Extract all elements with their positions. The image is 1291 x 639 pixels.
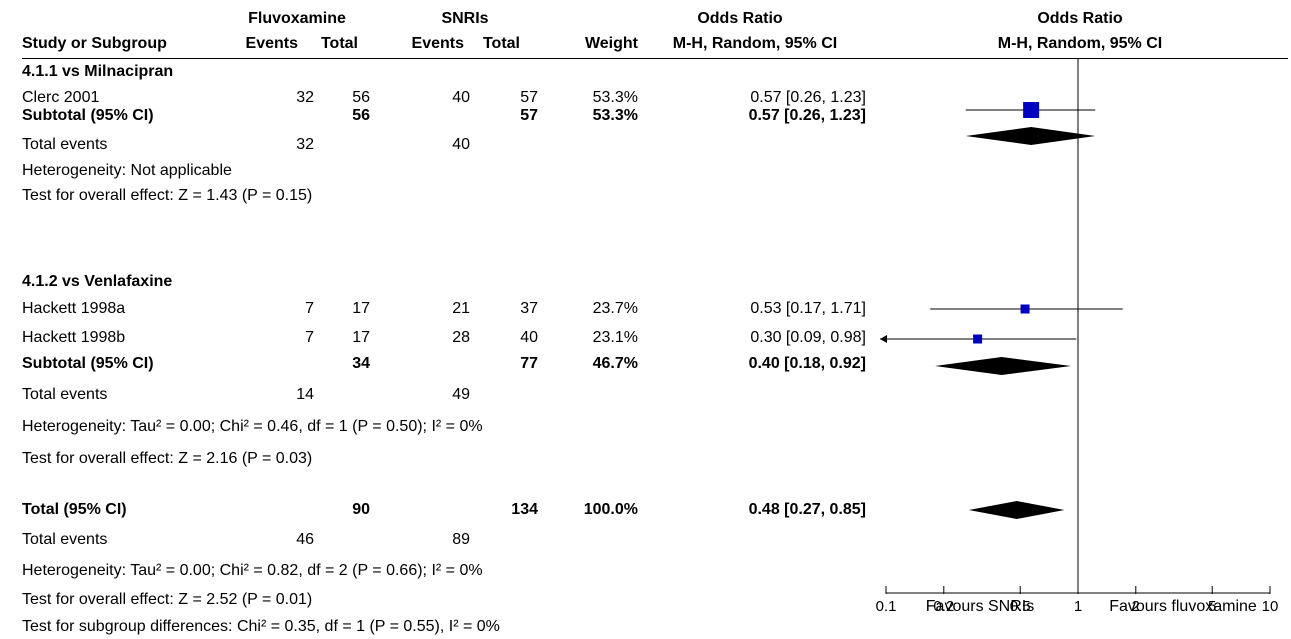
subtotal-label: Subtotal (95% CI) xyxy=(22,107,154,124)
total-total1: 90 xyxy=(352,501,370,518)
subtotal-weight: 46.7% xyxy=(592,355,638,372)
overall-effect: Test for overall effect: Z = 2.16 (P = 0… xyxy=(22,450,313,467)
ci-arrow xyxy=(880,335,887,343)
events1: 32 xyxy=(296,89,314,106)
total-events2: 89 xyxy=(452,531,470,548)
x-tick-label: 2 xyxy=(1132,598,1140,615)
total-weight: 100.0% xyxy=(583,501,638,518)
subgroup-title: 4.1.1 vs Milnacipran xyxy=(22,63,174,80)
x-tick-label: 0.1 xyxy=(876,598,897,615)
pooled-diamond xyxy=(935,357,1072,375)
ci-text: 0.53 [0.17, 1.71] xyxy=(750,300,866,317)
total-events2: 49 xyxy=(452,386,470,403)
overall-effect: Test for overall effect: Z = 1.43 (P = 0… xyxy=(22,187,313,204)
total2: 57 xyxy=(520,89,538,106)
total2: 37 xyxy=(520,300,538,317)
total-label: Total (95% CI) xyxy=(22,501,127,518)
favours-right-label: Favours fluvoxamine xyxy=(1109,598,1257,615)
weight: 23.1% xyxy=(592,329,638,346)
pooled-diamond xyxy=(968,501,1065,519)
total1: 17 xyxy=(352,329,370,346)
favours-left-label: Favours SNRIs xyxy=(925,598,1035,615)
study-marker xyxy=(1020,304,1030,314)
subtotal-weight: 53.3% xyxy=(592,107,638,124)
total1-header: Total xyxy=(320,35,358,52)
subtotal-ci: 0.57 [0.26, 1.23] xyxy=(748,107,866,124)
study-name: Hackett 1998b xyxy=(22,329,126,346)
heterogeneity: Heterogeneity: Tau² = 0.00; Chi² = 0.46,… xyxy=(22,418,483,435)
weight: 23.7% xyxy=(592,300,638,317)
study-column-header: Study or Subgroup xyxy=(22,35,167,52)
group2-header: SNRIs xyxy=(441,10,489,27)
total-events1: 32 xyxy=(296,136,314,153)
study-marker xyxy=(973,334,983,344)
x-tick-label: 1 xyxy=(1074,598,1082,615)
total-events-label: Total events xyxy=(22,136,108,153)
events2-header: Events xyxy=(411,35,464,52)
method-header: M-H, Random, 95% CI xyxy=(672,35,838,52)
total-events-label: Total events xyxy=(22,386,108,403)
x-tick-label: 0.2 xyxy=(933,598,954,615)
subtotal-total2: 77 xyxy=(520,355,538,372)
overall-effect: Test for overall effect: Z = 2.52 (P = 0… xyxy=(22,591,313,608)
events2: 40 xyxy=(452,89,470,106)
total1: 56 xyxy=(352,89,370,106)
total-events-label: Total events xyxy=(22,531,108,548)
odds-ratio-header: Odds Ratio xyxy=(697,10,783,27)
study-name: Clerc 2001 xyxy=(22,89,100,106)
events2: 21 xyxy=(452,300,470,317)
plot-method-header: M-H, Random, 95% CI xyxy=(997,35,1163,52)
heterogeneity: Heterogeneity: Tau² = 0.00; Chi² = 0.82,… xyxy=(22,562,483,579)
study-marker xyxy=(1023,102,1040,118)
total2-header: Total xyxy=(482,35,520,52)
events1: 7 xyxy=(305,329,314,346)
subtotal-total1: 34 xyxy=(352,355,370,372)
subtotal-total1: 56 xyxy=(352,107,370,124)
plot-title: Odds Ratio xyxy=(1037,10,1123,27)
total1: 17 xyxy=(352,300,370,317)
events1-header: Events xyxy=(245,35,298,52)
subgroup-difference: Test for subgroup differences: Chi² = 0.… xyxy=(22,618,500,635)
total-ci: 0.48 [0.27, 0.85] xyxy=(748,501,866,518)
group1-header: Fluvoxamine xyxy=(248,10,346,27)
total-total2: 134 xyxy=(511,501,538,518)
ci-text: 0.57 [0.26, 1.23] xyxy=(750,89,866,106)
subtotal-label: Subtotal (95% CI) xyxy=(22,355,154,372)
x-tick-label: 10 xyxy=(1262,598,1279,615)
x-tick-label: 0.5 xyxy=(1010,598,1031,615)
total-events2: 40 xyxy=(452,136,470,153)
study-name: Hackett 1998a xyxy=(22,300,126,317)
subgroup-title: 4.1.2 vs Venlafaxine xyxy=(22,273,173,290)
pooled-diamond xyxy=(965,127,1096,145)
ci-text: 0.30 [0.09, 0.98] xyxy=(750,329,866,346)
subtotal-total2: 57 xyxy=(520,107,538,124)
weight: 53.3% xyxy=(592,89,638,106)
weight-header: Weight xyxy=(584,35,638,52)
total-events1: 46 xyxy=(296,531,314,548)
x-tick-label: 5 xyxy=(1208,598,1216,615)
subtotal-ci: 0.40 [0.18, 0.92] xyxy=(748,355,866,372)
total2: 40 xyxy=(520,329,538,346)
header-rule xyxy=(22,58,1288,59)
total-events1: 14 xyxy=(296,386,314,403)
heterogeneity: Heterogeneity: Not applicable xyxy=(22,162,232,179)
events1: 7 xyxy=(305,300,314,317)
events2: 28 xyxy=(452,329,470,346)
